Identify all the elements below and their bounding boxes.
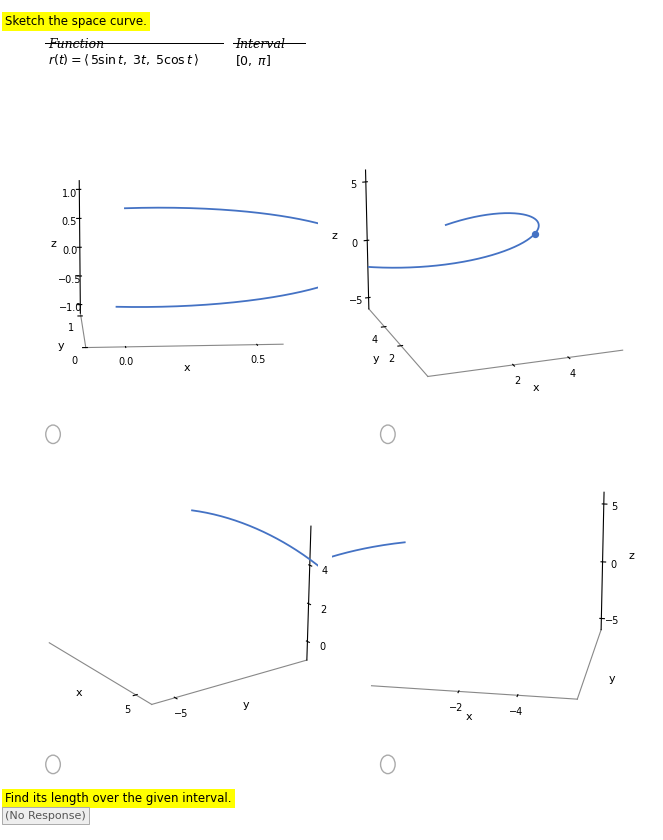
Text: $[0,\;\pi]$: $[0,\;\pi]$: [235, 53, 271, 68]
Text: Function: Function: [48, 38, 104, 50]
Y-axis label: y: y: [242, 700, 249, 710]
Y-axis label: y: y: [58, 341, 64, 351]
Y-axis label: y: y: [609, 675, 615, 685]
Text: (No Response): (No Response): [5, 811, 86, 821]
Y-axis label: y: y: [372, 354, 379, 365]
Text: Find its length over the given interval.: Find its length over the given interval.: [5, 792, 232, 805]
X-axis label: x: x: [76, 688, 82, 698]
X-axis label: x: x: [466, 712, 473, 722]
Text: Interval: Interval: [235, 38, 285, 50]
X-axis label: x: x: [532, 382, 539, 392]
Text: Sketch the space curve.: Sketch the space curve.: [5, 15, 147, 28]
Text: $\mathit{r}(t) = \langle\,5\sin t,\;3t,\;5\cos t\,\rangle$: $\mathit{r}(t) = \langle\,5\sin t,\;3t,\…: [48, 53, 199, 68]
X-axis label: x: x: [184, 363, 190, 373]
